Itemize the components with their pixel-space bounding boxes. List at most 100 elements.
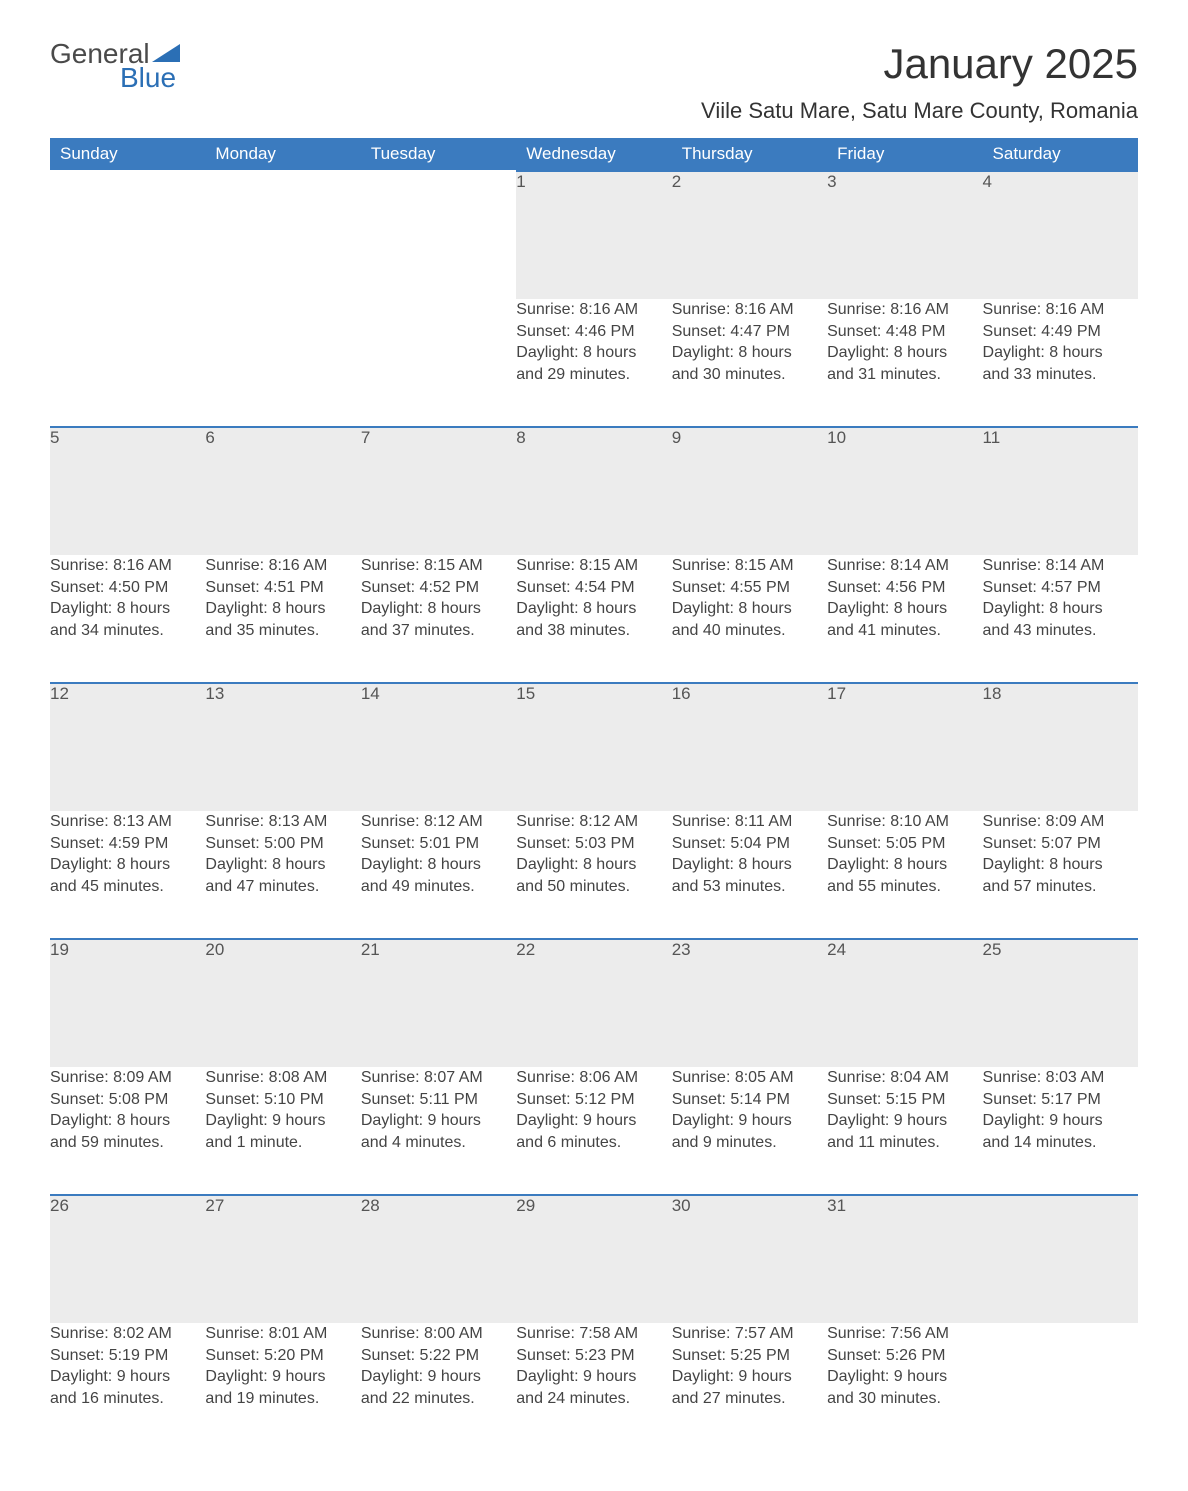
day-cell: Sunrise: 8:04 AMSunset: 5:15 PMDaylight:… xyxy=(827,1067,982,1195)
sunrise-line: Sunrise: 8:12 AM xyxy=(361,811,516,833)
day-cell: Sunrise: 7:57 AMSunset: 5:25 PMDaylight:… xyxy=(672,1323,827,1451)
daylight-line-2: and 19 minutes. xyxy=(205,1388,360,1410)
weekday-header: Wednesday xyxy=(516,138,671,171)
daylight-line-2: and 40 minutes. xyxy=(672,620,827,642)
daylight-line-1: Daylight: 8 hours xyxy=(516,598,671,620)
daylight-line-2: and 53 minutes. xyxy=(672,876,827,898)
daylight-line-1: Daylight: 9 hours xyxy=(50,1366,205,1388)
daylight-line-1: Daylight: 8 hours xyxy=(50,1110,205,1132)
day-content-row: Sunrise: 8:02 AMSunset: 5:19 PMDaylight:… xyxy=(50,1323,1138,1451)
daylight-line-2: and 16 minutes. xyxy=(50,1388,205,1410)
daylight-line-2: and 43 minutes. xyxy=(983,620,1138,642)
daylight-line-2: and 34 minutes. xyxy=(50,620,205,642)
sunrise-line: Sunrise: 8:03 AM xyxy=(983,1067,1138,1089)
day-cell: Sunrise: 8:11 AMSunset: 5:04 PMDaylight:… xyxy=(672,811,827,939)
weekday-header: Tuesday xyxy=(361,138,516,171)
day-cell: Sunrise: 8:16 AMSunset: 4:47 PMDaylight:… xyxy=(672,299,827,427)
daylight-line-2: and 22 minutes. xyxy=(361,1388,516,1410)
sunrise-line: Sunrise: 8:12 AM xyxy=(516,811,671,833)
day-cell: Sunrise: 8:01 AMSunset: 5:20 PMDaylight:… xyxy=(205,1323,360,1451)
sunrise-line: Sunrise: 8:16 AM xyxy=(205,555,360,577)
sunset-line: Sunset: 5:25 PM xyxy=(672,1345,827,1367)
day-cell: Sunrise: 8:15 AMSunset: 4:52 PMDaylight:… xyxy=(361,555,516,683)
day-number-cell: 14 xyxy=(361,683,516,811)
day-number-cell: 29 xyxy=(516,1195,671,1323)
day-number-cell: 30 xyxy=(672,1195,827,1323)
day-cell xyxy=(361,299,516,427)
day-number-cell xyxy=(50,171,205,299)
sunset-line: Sunset: 5:23 PM xyxy=(516,1345,671,1367)
day-number-row: 19202122232425 xyxy=(50,939,1138,1067)
sunrise-line: Sunrise: 8:13 AM xyxy=(50,811,205,833)
day-number-cell: 24 xyxy=(827,939,982,1067)
day-cell: Sunrise: 8:15 AMSunset: 4:54 PMDaylight:… xyxy=(516,555,671,683)
daylight-line-2: and 59 minutes. xyxy=(50,1132,205,1154)
daylight-line-2: and 1 minute. xyxy=(205,1132,360,1154)
daylight-line-1: Daylight: 8 hours xyxy=(672,854,827,876)
day-number-cell: 13 xyxy=(205,683,360,811)
daylight-line-1: Daylight: 9 hours xyxy=(827,1366,982,1388)
day-cell: Sunrise: 8:16 AMSunset: 4:50 PMDaylight:… xyxy=(50,555,205,683)
daylight-line-1: Daylight: 8 hours xyxy=(361,854,516,876)
sunset-line: Sunset: 5:10 PM xyxy=(205,1089,360,1111)
sunset-line: Sunset: 5:08 PM xyxy=(50,1089,205,1111)
day-number-cell: 20 xyxy=(205,939,360,1067)
daylight-line-2: and 33 minutes. xyxy=(983,364,1138,386)
daylight-line-1: Daylight: 9 hours xyxy=(361,1110,516,1132)
sunrise-line: Sunrise: 7:57 AM xyxy=(672,1323,827,1345)
day-content-row: Sunrise: 8:16 AMSunset: 4:46 PMDaylight:… xyxy=(50,299,1138,427)
day-cell: Sunrise: 8:09 AMSunset: 5:08 PMDaylight:… xyxy=(50,1067,205,1195)
sunrise-line: Sunrise: 8:01 AM xyxy=(205,1323,360,1345)
sunset-line: Sunset: 5:14 PM xyxy=(672,1089,827,1111)
day-number-cell: 18 xyxy=(983,683,1138,811)
daylight-line-2: and 24 minutes. xyxy=(516,1388,671,1410)
sunrise-line: Sunrise: 8:16 AM xyxy=(50,555,205,577)
day-content-row: Sunrise: 8:13 AMSunset: 4:59 PMDaylight:… xyxy=(50,811,1138,939)
daylight-line-1: Daylight: 9 hours xyxy=(205,1110,360,1132)
day-cell: Sunrise: 8:05 AMSunset: 5:14 PMDaylight:… xyxy=(672,1067,827,1195)
daylight-line-2: and 11 minutes. xyxy=(827,1132,982,1154)
daylight-line-2: and 29 minutes. xyxy=(516,364,671,386)
day-number-cell: 2 xyxy=(672,171,827,299)
sunset-line: Sunset: 5:15 PM xyxy=(827,1089,982,1111)
sunset-line: Sunset: 5:05 PM xyxy=(827,833,982,855)
day-cell: Sunrise: 8:16 AMSunset: 4:51 PMDaylight:… xyxy=(205,555,360,683)
day-number-cell: 9 xyxy=(672,427,827,555)
daylight-line-2: and 37 minutes. xyxy=(361,620,516,642)
day-cell: Sunrise: 8:07 AMSunset: 5:11 PMDaylight:… xyxy=(361,1067,516,1195)
day-cell: Sunrise: 8:14 AMSunset: 4:57 PMDaylight:… xyxy=(983,555,1138,683)
day-number-cell: 16 xyxy=(672,683,827,811)
day-number-cell: 25 xyxy=(983,939,1138,1067)
sunrise-line: Sunrise: 8:15 AM xyxy=(361,555,516,577)
sunrise-line: Sunrise: 8:09 AM xyxy=(983,811,1138,833)
sunrise-line: Sunrise: 8:09 AM xyxy=(50,1067,205,1089)
daylight-line-1: Daylight: 9 hours xyxy=(672,1110,827,1132)
daylight-line-1: Daylight: 9 hours xyxy=(827,1110,982,1132)
day-cell: Sunrise: 8:12 AMSunset: 5:03 PMDaylight:… xyxy=(516,811,671,939)
sunset-line: Sunset: 5:03 PM xyxy=(516,833,671,855)
daylight-line-1: Daylight: 8 hours xyxy=(827,598,982,620)
daylight-line-2: and 57 minutes. xyxy=(983,876,1138,898)
sunset-line: Sunset: 5:00 PM xyxy=(205,833,360,855)
day-number-cell: 31 xyxy=(827,1195,982,1323)
sunrise-line: Sunrise: 8:02 AM xyxy=(50,1323,205,1345)
daylight-line-1: Daylight: 8 hours xyxy=(516,854,671,876)
daylight-line-2: and 35 minutes. xyxy=(205,620,360,642)
day-number-cell: 8 xyxy=(516,427,671,555)
sunrise-line: Sunrise: 8:16 AM xyxy=(516,299,671,321)
daylight-line-1: Daylight: 9 hours xyxy=(516,1110,671,1132)
daylight-line-1: Daylight: 8 hours xyxy=(516,342,671,364)
day-number-cell: 6 xyxy=(205,427,360,555)
day-cell: Sunrise: 8:03 AMSunset: 5:17 PMDaylight:… xyxy=(983,1067,1138,1195)
daylight-line-1: Daylight: 9 hours xyxy=(361,1366,516,1388)
day-number-cell xyxy=(361,171,516,299)
sunrise-line: Sunrise: 8:16 AM xyxy=(983,299,1138,321)
day-cell xyxy=(205,299,360,427)
day-number-cell: 19 xyxy=(50,939,205,1067)
weekday-header: Monday xyxy=(205,138,360,171)
sunrise-line: Sunrise: 8:10 AM xyxy=(827,811,982,833)
sunset-line: Sunset: 5:12 PM xyxy=(516,1089,671,1111)
sunset-line: Sunset: 4:48 PM xyxy=(827,321,982,343)
daylight-line-2: and 41 minutes. xyxy=(827,620,982,642)
sunset-line: Sunset: 5:19 PM xyxy=(50,1345,205,1367)
